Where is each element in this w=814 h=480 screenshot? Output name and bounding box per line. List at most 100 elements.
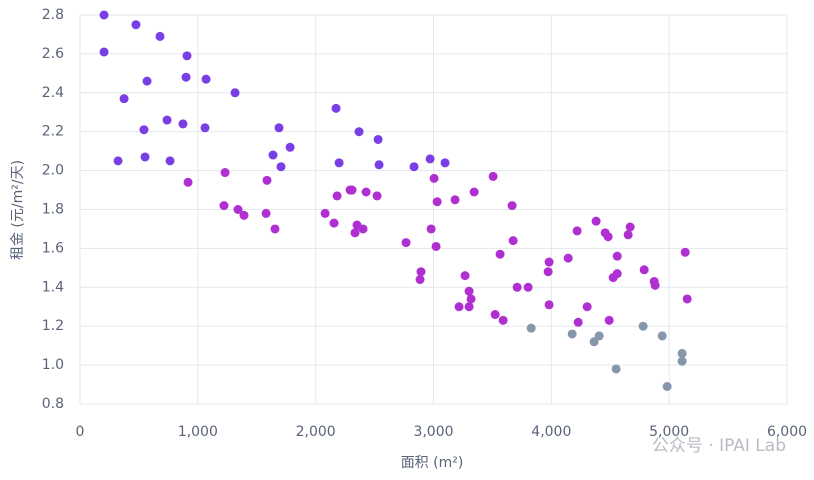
point bbox=[261, 208, 271, 218]
point bbox=[498, 315, 508, 325]
point bbox=[623, 230, 633, 240]
point bbox=[563, 253, 573, 263]
y-tick-label: 2.2 bbox=[42, 124, 64, 140]
point bbox=[219, 201, 229, 211]
point bbox=[268, 150, 278, 160]
y-tick-label: 1.0 bbox=[42, 357, 64, 373]
point bbox=[611, 364, 621, 374]
point bbox=[99, 10, 109, 20]
x-axis-title: 面积 (m²) bbox=[401, 455, 464, 471]
x-tick-label: 6,000 bbox=[767, 424, 807, 440]
point bbox=[358, 224, 368, 234]
point bbox=[594, 331, 604, 341]
y-axis-title: 租金 (元/m²/天) bbox=[10, 160, 26, 260]
point bbox=[165, 156, 175, 166]
point bbox=[625, 222, 635, 232]
point bbox=[495, 249, 505, 259]
point bbox=[591, 216, 601, 226]
point bbox=[201, 74, 211, 84]
point bbox=[155, 31, 165, 41]
y-tick-label: 2.8 bbox=[42, 7, 64, 23]
point bbox=[432, 197, 442, 207]
point bbox=[682, 294, 692, 304]
y-tick-label: 2.0 bbox=[42, 163, 64, 179]
point bbox=[239, 210, 249, 220]
point bbox=[639, 265, 649, 275]
point bbox=[638, 321, 648, 331]
point bbox=[361, 187, 371, 197]
point bbox=[572, 226, 582, 236]
y-tick-label: 2.4 bbox=[42, 85, 64, 101]
x-tick-label: 5,000 bbox=[649, 424, 689, 440]
point bbox=[469, 187, 479, 197]
point bbox=[544, 300, 554, 310]
point bbox=[142, 76, 152, 86]
point bbox=[178, 119, 188, 129]
point bbox=[450, 195, 460, 205]
y-tick-label: 1.2 bbox=[42, 318, 64, 334]
point bbox=[347, 185, 357, 195]
point bbox=[507, 201, 517, 211]
point bbox=[372, 191, 382, 201]
point bbox=[512, 282, 522, 292]
point bbox=[329, 218, 339, 228]
point bbox=[230, 88, 240, 98]
point bbox=[508, 236, 518, 246]
y-tick-label: 1.4 bbox=[42, 279, 64, 295]
y-tick-label: 1.6 bbox=[42, 240, 64, 256]
point bbox=[612, 251, 622, 261]
point bbox=[431, 241, 441, 251]
point bbox=[331, 103, 341, 113]
point bbox=[603, 232, 613, 242]
point bbox=[662, 381, 672, 391]
point bbox=[490, 310, 500, 320]
point bbox=[320, 208, 330, 218]
point bbox=[354, 127, 364, 137]
point bbox=[426, 224, 436, 234]
point bbox=[220, 168, 230, 178]
x-tick-label: 3,000 bbox=[413, 424, 453, 440]
point bbox=[374, 160, 384, 170]
point bbox=[440, 158, 450, 168]
point bbox=[415, 275, 425, 285]
point bbox=[113, 156, 123, 166]
y-tick-label: 0.8 bbox=[42, 396, 64, 412]
point bbox=[139, 125, 149, 135]
point bbox=[573, 317, 583, 327]
point bbox=[543, 267, 553, 277]
point bbox=[429, 173, 439, 183]
point bbox=[464, 302, 474, 312]
point bbox=[274, 123, 284, 133]
point bbox=[677, 348, 687, 358]
point bbox=[350, 228, 360, 238]
point bbox=[332, 191, 342, 201]
point bbox=[677, 356, 687, 366]
point bbox=[270, 224, 280, 234]
point bbox=[99, 47, 109, 57]
point bbox=[604, 315, 614, 325]
point bbox=[526, 323, 536, 333]
x-tick-label: 1,000 bbox=[178, 424, 218, 440]
point bbox=[181, 72, 191, 82]
point bbox=[334, 158, 344, 168]
y-tick-label: 1.8 bbox=[42, 202, 64, 218]
point bbox=[544, 257, 554, 267]
x-tick-label: 0 bbox=[76, 424, 85, 440]
point bbox=[523, 282, 533, 292]
x-tick-label: 2,000 bbox=[296, 424, 336, 440]
point bbox=[131, 20, 141, 30]
point bbox=[409, 162, 419, 172]
point bbox=[285, 142, 295, 152]
point bbox=[680, 247, 690, 257]
point bbox=[589, 337, 599, 347]
point bbox=[582, 302, 592, 312]
point bbox=[373, 134, 383, 144]
point bbox=[466, 294, 476, 304]
watermark: 公众号 · IPAI Lab bbox=[652, 436, 786, 456]
point bbox=[233, 205, 243, 214]
point bbox=[401, 238, 411, 248]
point bbox=[183, 177, 193, 187]
point bbox=[567, 329, 577, 339]
point bbox=[488, 171, 498, 181]
